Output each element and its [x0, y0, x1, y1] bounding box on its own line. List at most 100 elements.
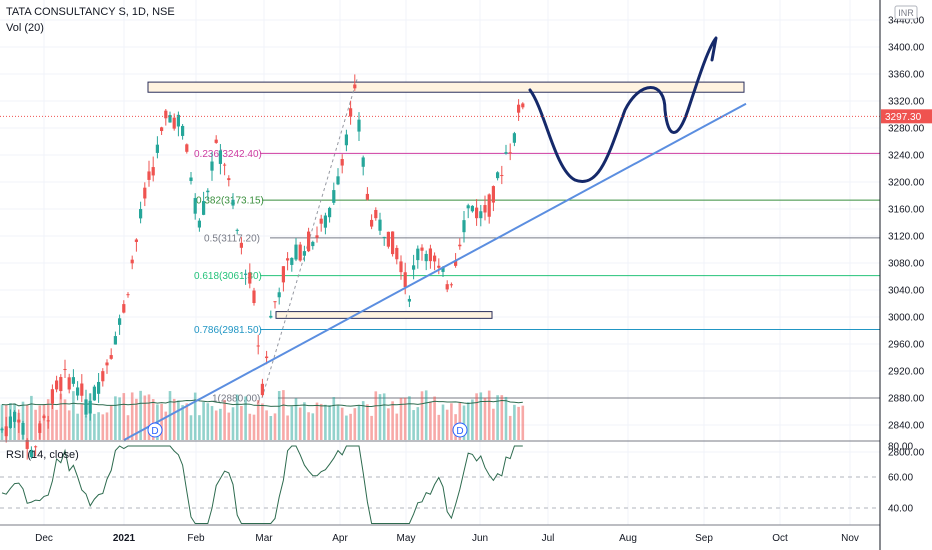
candle-body [449, 284, 453, 286]
rsi-tick-label: 80.00 [888, 442, 913, 453]
candle-body [42, 415, 46, 419]
candle-body [315, 235, 319, 238]
candle-body [433, 255, 437, 262]
volume-bar [63, 399, 67, 440]
volume-bar [315, 402, 319, 440]
candle-body [168, 114, 172, 123]
candle-body [160, 127, 164, 132]
candle-body [227, 178, 231, 181]
candle-body [63, 369, 67, 371]
candle-body [319, 218, 323, 224]
time-tick-label: Oct [772, 533, 788, 544]
volume-bar [67, 410, 71, 440]
candle-body [176, 114, 180, 127]
price-tick-label: 3080.00 [888, 259, 925, 270]
axes: 3440.00 3400.00 3360.00 3320.00 3280.00 3240.… [35, 0, 932, 550]
candle-body [181, 125, 185, 136]
volume-bar [235, 394, 239, 440]
candle-body [0, 428, 4, 431]
candle-body [202, 201, 206, 215]
volume-bar [466, 402, 470, 440]
volume-bar [387, 408, 390, 440]
candle-body [235, 229, 239, 231]
volume-bar [517, 406, 520, 440]
volume-bar [382, 393, 386, 440]
dividend-marker [147, 422, 163, 438]
volume-bar [42, 404, 46, 440]
volume-bar [0, 404, 4, 440]
candle-body [496, 172, 500, 179]
volume-bar [101, 414, 105, 440]
current-price-label: 3297.30 [885, 112, 922, 123]
candle-body [126, 294, 130, 296]
volume-bar [508, 415, 512, 440]
rsi-line [1, 445, 523, 524]
candle-body [491, 186, 495, 203]
price-tick-label: 3040.00 [888, 286, 925, 297]
price-tick-label: 3440.00 [888, 16, 925, 27]
volume-title: Vol (20) [6, 22, 44, 34]
dividend-marker-label: D [151, 426, 158, 437]
candle-body [286, 258, 290, 261]
volume-bar [340, 407, 344, 440]
candle-body [248, 272, 252, 284]
candle-body [71, 377, 75, 384]
candle-body [218, 150, 222, 164]
volume-bar [458, 402, 462, 440]
volume-bar [252, 414, 256, 440]
volume-bar [30, 395, 33, 440]
price-tick-label: 3000.00 [888, 313, 925, 324]
volume-bar [118, 397, 121, 440]
volume-bar [294, 398, 298, 440]
volume-bar [193, 392, 197, 440]
candle-body [256, 345, 260, 347]
volume-bar [424, 390, 428, 440]
volume-bar [256, 400, 260, 440]
volume-bar [248, 413, 252, 440]
candle-body [357, 119, 361, 132]
volume-bar [269, 415, 273, 440]
volume-bar [206, 403, 210, 440]
volume-bar [475, 393, 478, 440]
price-tick-label: 3320.00 [888, 97, 925, 108]
candle-body [189, 177, 193, 181]
candle-body [92, 386, 96, 401]
volume-bar [450, 403, 453, 440]
fib-diagonal [261, 79, 358, 399]
volume-bar [286, 415, 289, 440]
ascending-trendline [123, 102, 747, 441]
rsi-title: RSI (14, close) [6, 449, 79, 461]
candle-body [101, 371, 105, 382]
volume-bar [97, 412, 100, 440]
time-tick-label: Sep [695, 533, 713, 544]
price-tick-label: 2960.00 [888, 340, 925, 351]
candle-body [59, 377, 63, 392]
volume-bar [34, 409, 37, 440]
candle-body [265, 356, 269, 359]
volume-bar [109, 405, 113, 440]
volume-bar [290, 406, 294, 440]
candle-body [475, 207, 479, 219]
volume-bar [126, 415, 130, 440]
dividend-marker-label: D [456, 426, 463, 437]
candle-body [8, 416, 12, 428]
candlestick-series [0, 74, 525, 460]
candle-body [424, 253, 428, 262]
volume-bar [198, 415, 201, 440]
volume-bar [445, 409, 449, 440]
volume-bar [416, 407, 420, 440]
volume-bar [177, 400, 180, 440]
volume-bar [21, 401, 25, 440]
volume-bar [105, 412, 109, 440]
volume-bar [433, 396, 436, 440]
candle-body [365, 193, 369, 200]
candle-body [416, 248, 420, 261]
candle-body [210, 161, 214, 171]
volume-bar [55, 409, 58, 440]
candle-body [97, 381, 101, 394]
candle-body [34, 446, 38, 448]
volume-bar [441, 404, 445, 440]
volume-bar [391, 401, 394, 440]
